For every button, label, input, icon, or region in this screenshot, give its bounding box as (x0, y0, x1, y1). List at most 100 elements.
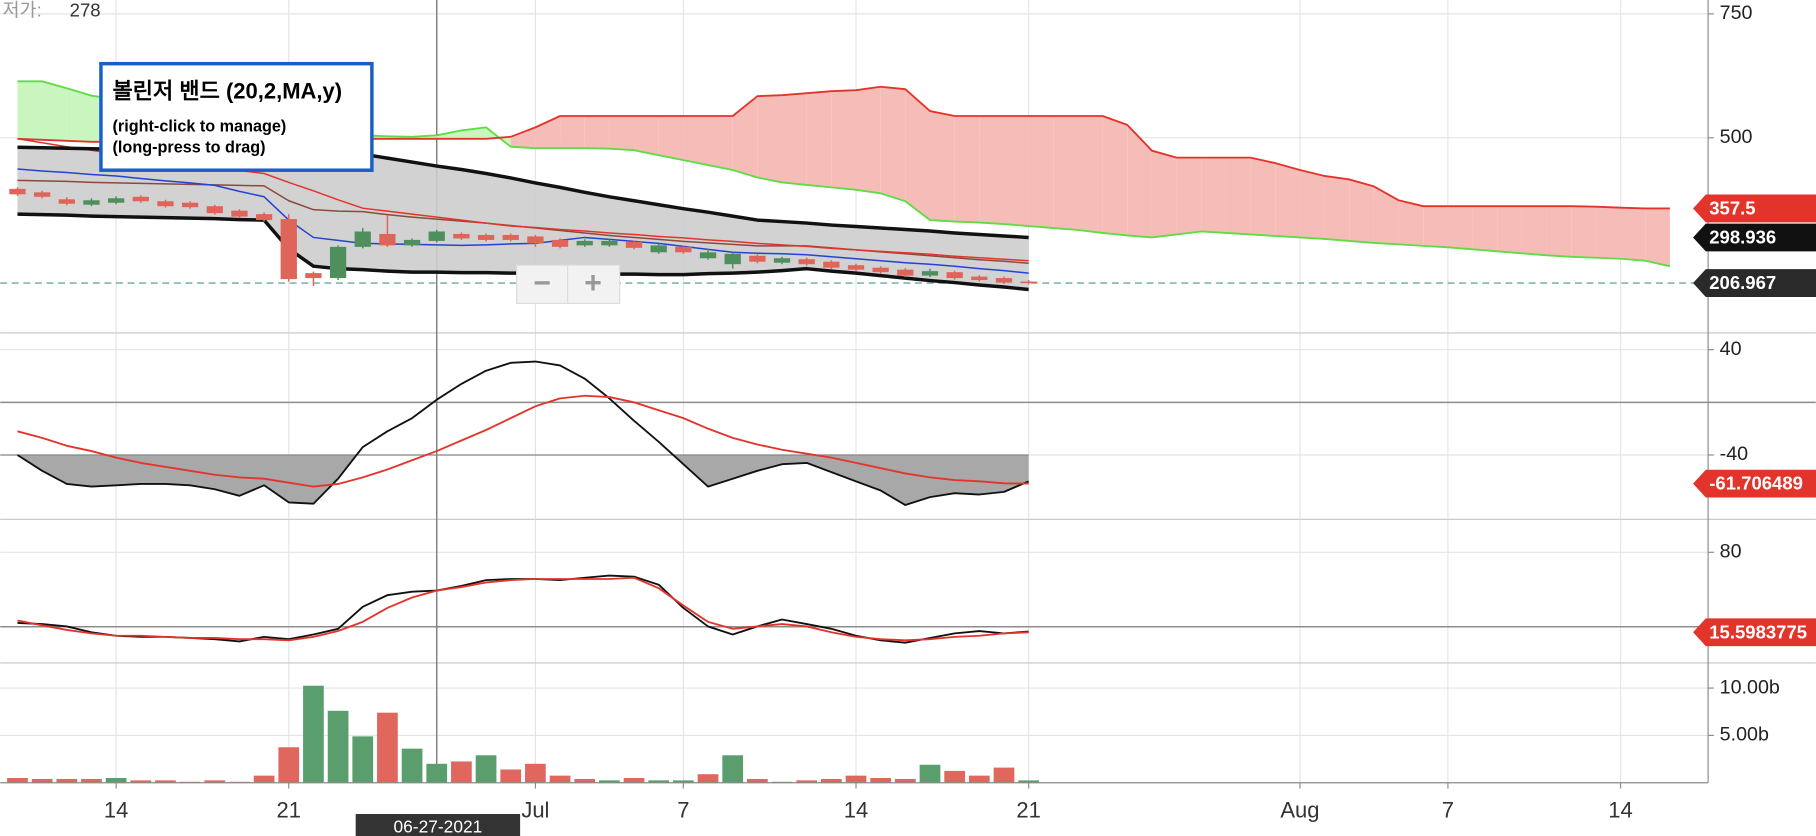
cloud-fill (929, 111, 955, 222)
zoom-out-label[interactable]: − (533, 267, 551, 300)
volume-bar (673, 780, 694, 783)
volume-bar (919, 764, 941, 783)
candle-body (921, 271, 939, 276)
volume-bar (944, 770, 966, 783)
volume-bar (327, 710, 349, 783)
candle-body (477, 234, 495, 240)
candle-body (551, 239, 569, 247)
cloud-fill (486, 127, 511, 147)
candle-body (995, 278, 1013, 283)
candle-body (231, 210, 248, 217)
value-tag-label: -61.706489 (1709, 473, 1803, 494)
cloud-fill (1373, 186, 1399, 245)
volume-bar (993, 767, 1015, 783)
candle-body (403, 239, 421, 246)
candle-body (650, 245, 667, 253)
cloud-fill (1571, 206, 1596, 258)
zoom-controls[interactable]: − + (516, 264, 621, 304)
cloud-fill (584, 115, 610, 149)
volume-bar (796, 780, 818, 783)
candle-body (58, 199, 75, 204)
y-tick-label: 500 (1720, 126, 1753, 148)
volume-bar (451, 761, 472, 783)
y-tick-label: 5.00b (1720, 724, 1769, 746)
cloud-fill (708, 115, 733, 171)
y-tick-label: 80 (1720, 541, 1742, 563)
cloud-fill (1201, 157, 1226, 233)
candle-body (329, 246, 347, 279)
candle-body (946, 272, 963, 279)
x-tick-label: 21 (1016, 797, 1040, 822)
volume-bar (303, 685, 324, 783)
y-tick-label: 750 (1720, 2, 1753, 24)
candle-body (872, 267, 889, 273)
candle-body (576, 240, 593, 246)
cloud-fill (1447, 206, 1473, 250)
indicator-box[interactable]: 볼린저 밴드 (20,2,MA,y) (right-click to manag… (99, 61, 374, 172)
zoom-in-button[interactable] (566, 264, 621, 304)
cloud-fill (979, 115, 1004, 225)
indicator-box-frame[interactable] (99, 61, 374, 172)
y-tick-label: 10.00b (1720, 676, 1780, 698)
volume-bar (253, 775, 275, 783)
low-label: 저가: (3, 0, 42, 20)
candle-body (83, 200, 100, 205)
volume-bar (722, 755, 744, 783)
value-tag-label: 298.936 (1709, 227, 1776, 248)
volume-bar (155, 780, 176, 783)
volume-bar (426, 763, 448, 783)
marks-layer (0, 80, 1671, 783)
candle-body (255, 214, 273, 221)
candle-body (527, 236, 544, 244)
volume-bar (870, 778, 892, 783)
value-tag-label: 15.5983775 (1709, 621, 1807, 642)
volume-bar (401, 748, 423, 783)
volume-bar (105, 778, 127, 783)
cloud-fill (1250, 157, 1276, 236)
volume-bar (377, 712, 398, 783)
volume-bar (31, 778, 53, 783)
candle-body (107, 198, 125, 203)
candle-body (305, 273, 322, 279)
volume-bar (697, 774, 719, 783)
cloud-fill (806, 91, 832, 188)
cloud-fill (1102, 115, 1128, 236)
cloud-fill (1151, 150, 1177, 238)
cloud-fill (856, 86, 881, 194)
series-line (17, 574, 1029, 644)
x-tick-label: 14 (1608, 797, 1632, 822)
volume-bar (81, 778, 102, 783)
cloud-fill (1324, 175, 1350, 241)
indicator-title: 볼린저 밴드 (20,2,MA,y) (113, 78, 343, 103)
cloud-fill (42, 81, 67, 141)
x-tick-label: 14 (844, 797, 868, 822)
candle-body (379, 233, 396, 246)
cloud-fill (1275, 163, 1300, 238)
cloud-fill (658, 115, 684, 161)
candle-body (354, 231, 371, 247)
value-tag (1693, 618, 1816, 647)
value-tag-label: 357.5 (1709, 197, 1755, 218)
x-tick-label: 7 (677, 797, 689, 822)
cloud-fill (1472, 206, 1498, 252)
cloud-fill (1176, 157, 1202, 235)
volume-bar (894, 778, 916, 783)
candle-body (798, 259, 815, 265)
zoom-out-button[interactable] (516, 264, 569, 304)
candle-body (9, 188, 26, 195)
series-line (16, 360, 1030, 506)
cloud-fill (1127, 124, 1152, 238)
volume-bar (968, 775, 990, 783)
value-tag (1693, 194, 1816, 223)
candle-body (502, 234, 519, 240)
cloud-fill (1620, 207, 1646, 261)
volume-bar (7, 778, 28, 783)
zoom-in-label[interactable]: + (584, 267, 602, 300)
cloud-fill (782, 93, 807, 185)
x-tick-label: Jul (521, 797, 549, 822)
candle-body (699, 252, 717, 259)
volume-bar (475, 755, 497, 783)
candle-body (897, 269, 914, 276)
